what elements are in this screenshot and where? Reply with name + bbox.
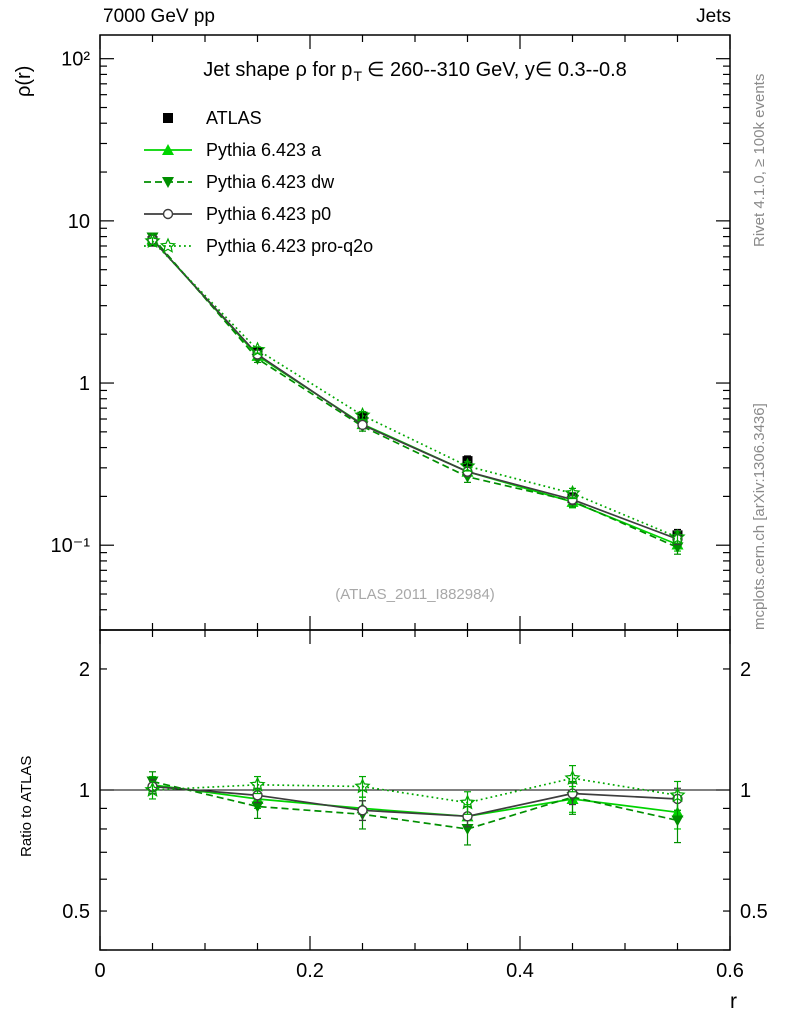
analysis-id-watermark: (ATLAS_2011_I882984)	[335, 586, 495, 603]
y-tick-label: 10	[68, 211, 90, 233]
main-series-atlas	[147, 235, 683, 543]
star-marker	[669, 786, 686, 803]
plot-title-pre: Jet shape ρ for p	[203, 59, 352, 81]
triangle-up-marker	[162, 144, 174, 155]
y-tick-label: 10²	[61, 49, 90, 71]
legend-label: Pythia 6.423 p0	[206, 204, 331, 224]
series-line	[152, 785, 678, 818]
star-marker	[459, 794, 476, 810]
y-tick-label: 0.5	[740, 901, 768, 923]
y-tick-label: 1	[79, 373, 90, 395]
star-marker	[564, 484, 581, 501]
x-tick-label: 0	[94, 960, 105, 982]
plot-title-post: ∈ 260--310 GeV, y∈ 0.3--0.8	[367, 59, 627, 81]
star-marker	[249, 341, 266, 357]
ratio-series-pythia-6-423-dw	[146, 771, 684, 846]
main-series-pythia-6-423-a	[146, 233, 684, 552]
ratio-series-pythia-6-423-p0	[147, 779, 683, 828]
legend-label: Pythia 6.423 pro-q2o	[206, 236, 373, 256]
plot-title-subscript: T	[353, 68, 362, 84]
star-marker	[354, 406, 371, 423]
rivet-version-note: Rivet 4.1.0, ≥ 100k events	[751, 74, 768, 247]
y-tick-label: 2	[79, 659, 90, 681]
legend-label: ATLAS	[206, 108, 262, 128]
y-tick-label: 1	[740, 780, 751, 802]
ratio-tick-labels: 2 2 1 1 0.5 0.5	[62, 659, 768, 923]
x-tick-label: 0.2	[296, 960, 324, 982]
star-marker	[669, 528, 686, 545]
main-panel-axes	[99, 34, 731, 631]
triangle-down-marker	[671, 815, 684, 827]
x-tick-labels: 0 0.2 0.4 0.6	[94, 960, 743, 982]
y-tick-label: 1	[79, 780, 90, 802]
main-panel-frame	[99, 34, 731, 631]
star-marker	[249, 776, 266, 792]
star-marker	[459, 457, 476, 474]
y-tick-label: 2	[740, 659, 751, 681]
main-series-pythia-6-423-pro-q2o	[144, 232, 686, 545]
triangle-down-marker	[162, 177, 174, 188]
series-line	[151, 238, 678, 546]
circle-marker	[357, 805, 368, 816]
legend-label: Pythia 6.423 a	[206, 140, 322, 160]
star-marker	[354, 778, 371, 794]
x-tick-label: 0.6	[716, 960, 744, 982]
main-y-axis-title: ρ(r)	[13, 66, 35, 97]
ratio-y-axis-title: Ratio to ATLAS	[18, 756, 35, 857]
y-tick-label: 10⁻¹	[51, 535, 91, 557]
legend: ATLAS Pythia 6.423 a Pythia 6.423 dw Pythia…	[144, 108, 373, 256]
circle-marker	[357, 419, 368, 431]
legend-label: Pythia 6.423 dw	[206, 172, 335, 192]
star-marker	[144, 781, 161, 797]
square-marker	[163, 113, 173, 123]
main-series-pythia-6-423-p0	[147, 234, 683, 546]
series-line	[151, 236, 678, 549]
main-series-pythia-6-423-dw	[146, 232, 684, 555]
triangle-down-marker	[251, 801, 264, 813]
mcplots-note: mcplots.cern.ch [arXiv:1306.3436]	[751, 403, 768, 630]
star-marker	[159, 237, 177, 253]
x-tick-label: 0.4	[506, 960, 534, 982]
beam-energy-title: 7000 GeV pp	[103, 6, 215, 27]
star-marker	[144, 232, 161, 248]
star-marker	[564, 769, 581, 786]
ratio-series-pythia-6-423-pro-q2o	[144, 764, 686, 815]
process-title: Jets	[696, 6, 731, 27]
square-marker	[462, 456, 473, 467]
plot-title: Jet shape ρ for pT ∈ 260--310 GeV, y∈ 0.3…	[203, 59, 627, 84]
x-axis-title: r	[730, 990, 737, 1013]
series-line	[151, 239, 678, 540]
series-line	[152, 780, 678, 830]
y-tick-label: 0.5	[62, 901, 90, 923]
circle-marker	[162, 208, 174, 220]
series-line	[151, 240, 678, 538]
main-tick-labels: 10² 10 1 10⁻¹	[51, 49, 91, 558]
